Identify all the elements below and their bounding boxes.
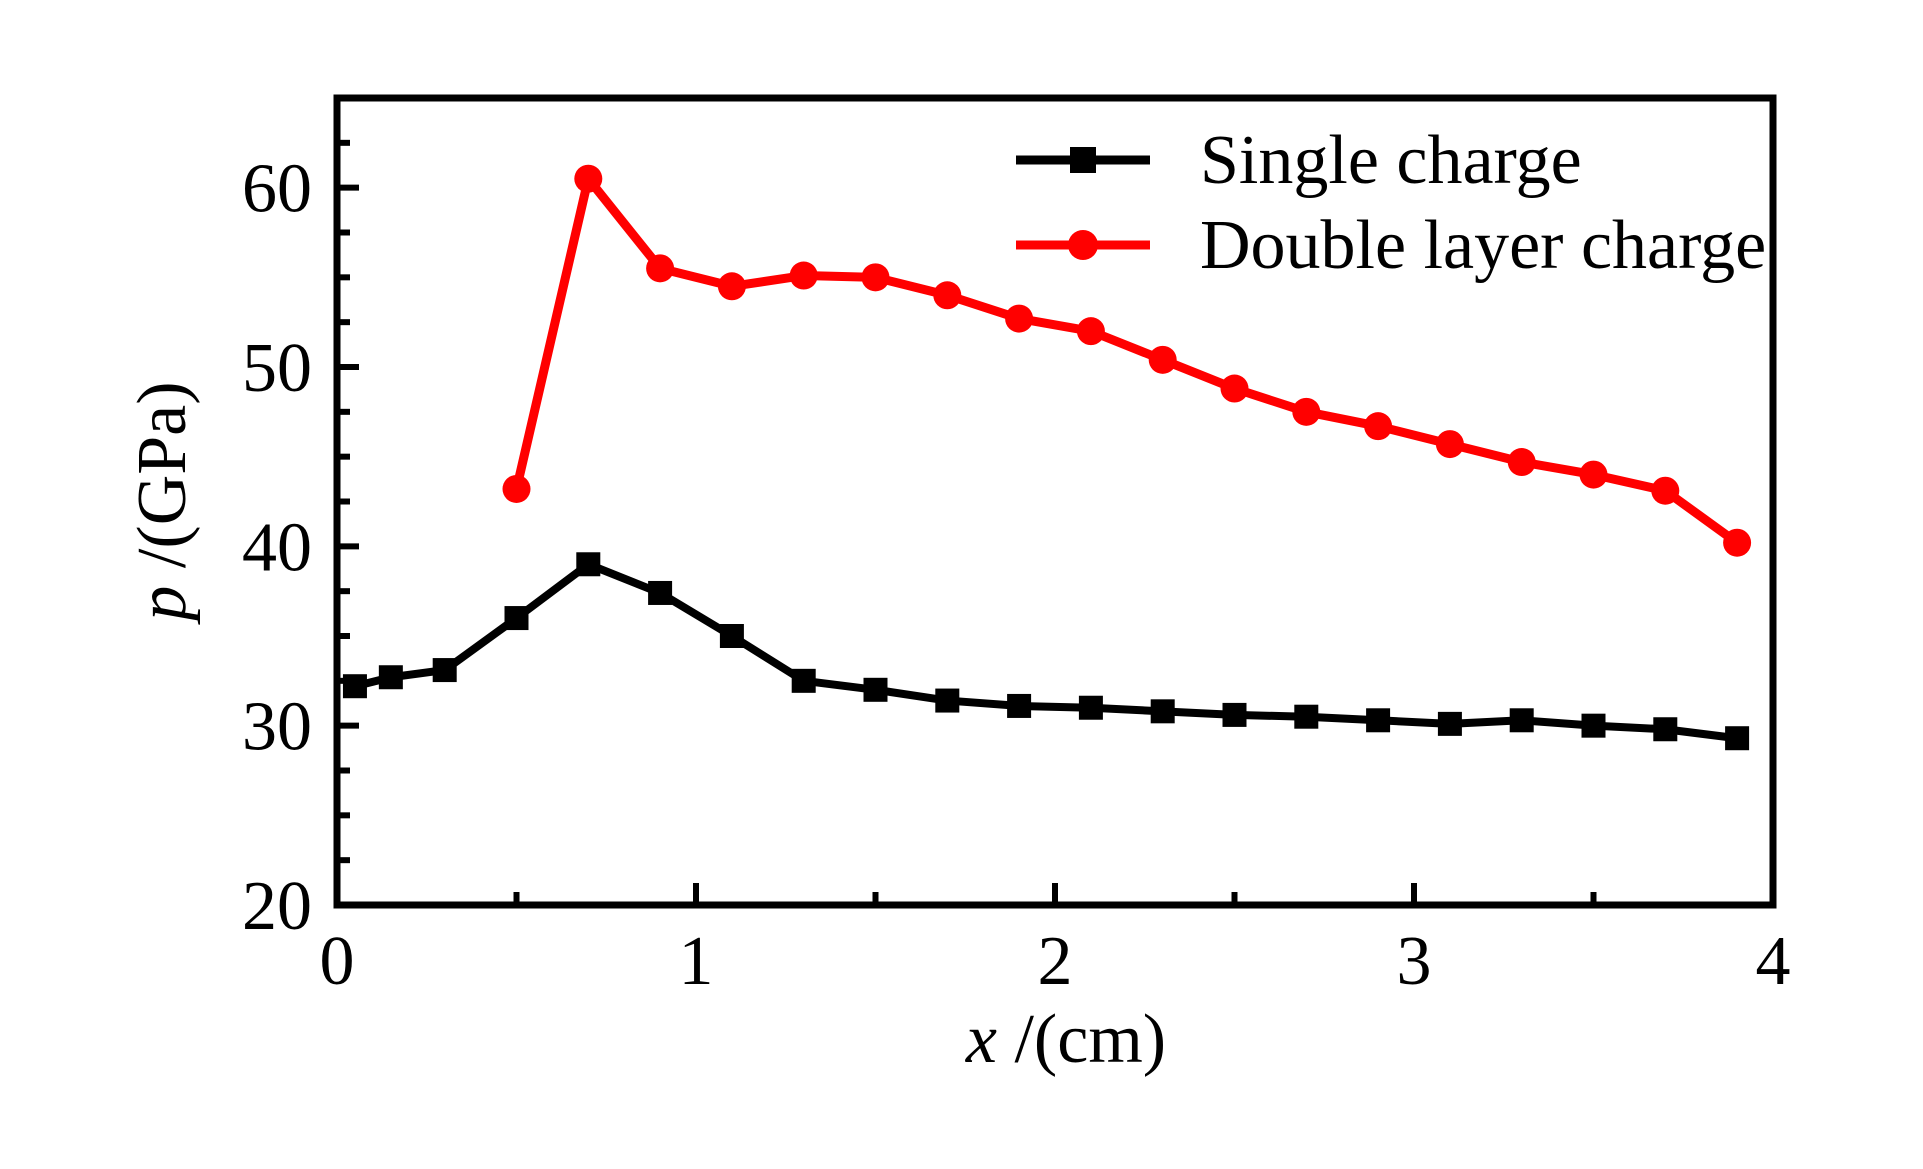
legend-label: Single charge bbox=[1200, 122, 1582, 199]
data-point-marker-square bbox=[1007, 693, 1032, 718]
x-tick-label: 2 bbox=[1038, 923, 1073, 1000]
data-point-marker-square bbox=[378, 665, 403, 690]
data-point-marker-square bbox=[1222, 702, 1247, 727]
data-point-marker-circle bbox=[1435, 430, 1464, 459]
x-axis-title: x /(cm) bbox=[965, 1001, 1166, 1078]
data-point-marker-circle bbox=[646, 254, 675, 283]
data-point-marker-square bbox=[1294, 704, 1319, 729]
y-tick-label: 20 bbox=[242, 868, 312, 945]
series-double-layer-charge bbox=[502, 164, 1752, 557]
data-point-marker-square bbox=[1437, 711, 1462, 736]
data-point-marker-circle bbox=[717, 272, 746, 301]
data-point-marker-square bbox=[719, 624, 744, 648]
data-point-marker-square bbox=[863, 677, 888, 702]
data-point-marker-circle bbox=[1507, 448, 1536, 477]
x-tick-label: 3 bbox=[1397, 923, 1432, 1000]
y-axis-title-variable: p bbox=[124, 586, 201, 626]
x-axis-title-variable: x bbox=[965, 1001, 997, 1078]
data-point-marker-circle bbox=[1292, 397, 1321, 426]
x-tick-label: 1 bbox=[679, 923, 714, 1000]
y-tick-label: 60 bbox=[242, 151, 312, 228]
data-point-marker-circle bbox=[861, 263, 890, 292]
data-point-marker-circle bbox=[1364, 412, 1393, 441]
y-tick-label: 30 bbox=[242, 689, 312, 766]
x-axis-title-unit: /(cm) bbox=[1014, 1001, 1166, 1078]
data-point-marker-circle bbox=[574, 164, 603, 193]
x-tick-label: 0 bbox=[320, 923, 355, 1000]
data-point-marker-square bbox=[1725, 726, 1750, 751]
data-point-marker-circle bbox=[1148, 345, 1177, 374]
data-point-marker-square bbox=[1078, 695, 1103, 720]
legend: Single charge Double layer charge bbox=[1016, 122, 1766, 284]
data-point-marker-circle bbox=[933, 281, 962, 310]
y-tick-label: 50 bbox=[242, 330, 312, 407]
legend-label: Double layer charge bbox=[1200, 207, 1766, 284]
series-single-charge bbox=[342, 552, 1750, 751]
legend-entry-double-layer-charge: Double layer charge bbox=[1016, 207, 1766, 284]
data-point-marker-square bbox=[504, 606, 529, 631]
data-point-marker-square bbox=[791, 668, 816, 693]
data-point-marker-square bbox=[1150, 699, 1175, 724]
plot-frame bbox=[333, 94, 1777, 909]
data-point-marker-square bbox=[432, 658, 457, 683]
y-axis-title: p /(GPa) bbox=[124, 381, 201, 625]
y-tick-label: 40 bbox=[242, 509, 312, 586]
axis-tick-labels: 0 1 2 3 4 20 30 40 50 60 bbox=[242, 151, 1791, 1000]
legend-marker-square bbox=[1070, 147, 1096, 173]
data-point-marker-circle bbox=[1651, 476, 1680, 505]
data-point-marker-circle bbox=[1723, 528, 1752, 557]
legend-marker-circle bbox=[1068, 230, 1098, 260]
data-point-marker-square bbox=[342, 674, 367, 699]
data-point-marker-circle bbox=[1005, 304, 1034, 333]
data-point-marker-circle bbox=[1579, 460, 1608, 489]
x-tick-label: 4 bbox=[1756, 923, 1791, 1000]
data-point-marker-square bbox=[1509, 708, 1534, 733]
data-point-marker-square bbox=[1653, 717, 1678, 742]
y-axis-title-unit: /(GPa) bbox=[124, 381, 201, 568]
data-point-marker-circle bbox=[1220, 374, 1249, 403]
data-point-marker-square bbox=[935, 688, 960, 713]
data-point-marker-circle bbox=[1076, 317, 1105, 346]
data-point-marker-circle bbox=[789, 261, 818, 290]
data-point-marker-square bbox=[576, 552, 601, 577]
data-point-marker-square bbox=[1581, 713, 1606, 738]
data-point-marker-circle bbox=[502, 474, 531, 503]
data-point-marker-square bbox=[648, 580, 673, 605]
data-series bbox=[342, 164, 1752, 751]
data-point-marker-square bbox=[1366, 708, 1391, 733]
legend-entry-single-charge: Single charge bbox=[1016, 122, 1582, 199]
